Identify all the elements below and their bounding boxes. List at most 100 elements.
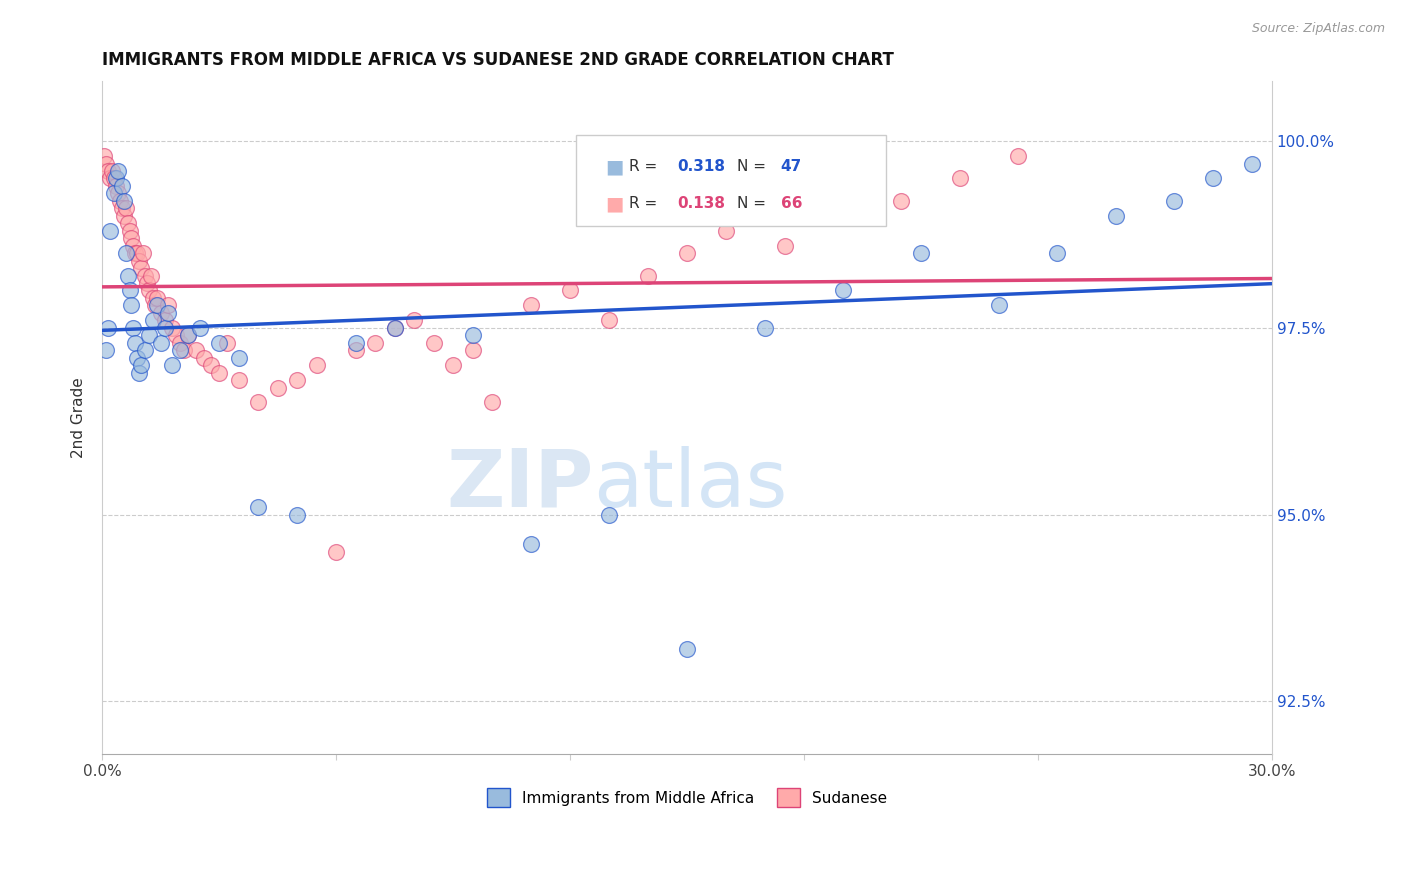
Text: atlas: atlas xyxy=(593,446,787,524)
Point xyxy=(136,276,159,290)
Point xyxy=(384,320,406,334)
Point xyxy=(142,291,165,305)
Point xyxy=(111,178,134,193)
Point xyxy=(305,358,328,372)
Point xyxy=(177,328,200,343)
Text: ■: ■ xyxy=(605,157,623,176)
Point xyxy=(120,231,142,245)
Point xyxy=(461,328,484,343)
Point xyxy=(344,343,367,358)
Point xyxy=(143,298,166,312)
Text: ■: ■ xyxy=(605,194,623,213)
Point xyxy=(101,164,124,178)
Point xyxy=(676,246,699,260)
Point xyxy=(114,202,136,216)
Point xyxy=(122,238,145,252)
Point xyxy=(114,246,136,260)
Point xyxy=(364,335,387,350)
Point xyxy=(481,395,503,409)
Text: R =: R = xyxy=(628,196,662,211)
Point xyxy=(138,328,160,343)
Point xyxy=(325,545,347,559)
Point xyxy=(461,343,484,358)
Point xyxy=(129,358,152,372)
Legend: Immigrants from Middle Africa, Sudanese: Immigrants from Middle Africa, Sudanese xyxy=(481,782,893,814)
Point xyxy=(1007,149,1029,163)
Point xyxy=(266,380,288,394)
Point xyxy=(384,320,406,334)
Point xyxy=(111,202,134,216)
Point xyxy=(208,335,231,350)
Point xyxy=(598,508,620,522)
Point xyxy=(93,149,115,163)
Point xyxy=(173,343,195,358)
Point xyxy=(676,642,699,657)
Point xyxy=(285,373,308,387)
Point xyxy=(117,268,139,283)
Point xyxy=(1105,209,1128,223)
Point xyxy=(162,358,184,372)
Point xyxy=(117,216,139,230)
Point xyxy=(146,298,169,312)
Point xyxy=(94,343,117,358)
Point xyxy=(184,343,207,358)
Point xyxy=(949,171,972,186)
Point xyxy=(714,224,737,238)
Text: ZIP: ZIP xyxy=(446,446,593,524)
Point xyxy=(247,500,270,514)
Point xyxy=(162,320,184,334)
Point xyxy=(120,298,142,312)
Point xyxy=(98,224,121,238)
Point xyxy=(104,178,127,193)
Point xyxy=(142,313,165,327)
Point xyxy=(754,320,776,334)
Point xyxy=(215,335,238,350)
Point xyxy=(988,298,1011,312)
Point xyxy=(422,335,444,350)
Point xyxy=(103,171,125,186)
Point xyxy=(773,238,796,252)
Point xyxy=(832,209,855,223)
Text: 66: 66 xyxy=(780,196,803,211)
Point xyxy=(1241,156,1264,170)
Point xyxy=(107,186,129,201)
Point xyxy=(200,358,222,372)
Point xyxy=(94,156,117,170)
Point xyxy=(107,164,129,178)
Text: N =: N = xyxy=(737,159,772,174)
Point xyxy=(128,366,150,380)
Text: 0.138: 0.138 xyxy=(678,196,725,211)
Y-axis label: 2nd Grade: 2nd Grade xyxy=(72,377,86,458)
Text: R =: R = xyxy=(628,159,662,174)
FancyBboxPatch shape xyxy=(576,135,886,226)
Point xyxy=(832,284,855,298)
Point xyxy=(208,366,231,380)
Point xyxy=(149,306,172,320)
Point xyxy=(98,171,121,186)
Point xyxy=(134,343,156,358)
Point xyxy=(404,313,426,327)
Point xyxy=(104,171,127,186)
Point xyxy=(153,313,176,327)
Point xyxy=(228,351,250,365)
Point xyxy=(177,328,200,343)
Point xyxy=(910,246,932,260)
Point xyxy=(118,224,141,238)
Point xyxy=(122,320,145,334)
Text: N =: N = xyxy=(737,196,772,211)
Point xyxy=(124,335,146,350)
Point xyxy=(108,194,131,208)
Point xyxy=(134,268,156,283)
Point xyxy=(149,335,172,350)
Point xyxy=(139,268,162,283)
Point xyxy=(132,246,155,260)
Point xyxy=(153,320,176,334)
Point xyxy=(169,335,191,350)
Point xyxy=(188,320,211,334)
Text: 0.318: 0.318 xyxy=(678,159,725,174)
Point xyxy=(520,537,543,551)
Point xyxy=(637,268,659,283)
Point xyxy=(124,246,146,260)
Point xyxy=(118,284,141,298)
Text: IMMIGRANTS FROM MIDDLE AFRICA VS SUDANESE 2ND GRADE CORRELATION CHART: IMMIGRANTS FROM MIDDLE AFRICA VS SUDANES… xyxy=(103,51,894,69)
